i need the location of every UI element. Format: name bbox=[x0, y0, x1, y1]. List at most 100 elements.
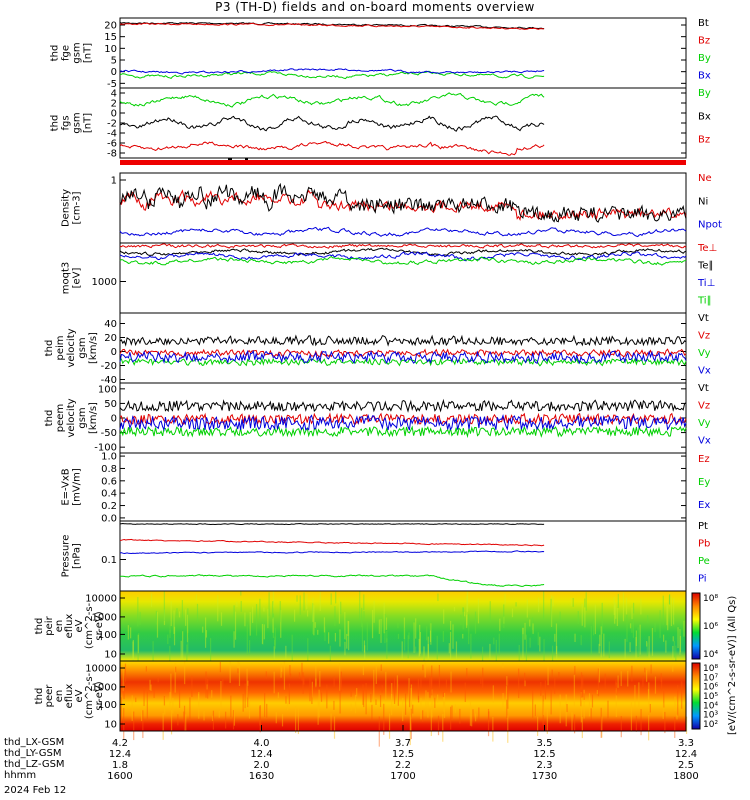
x-tick-label: 1.8 bbox=[112, 760, 128, 771]
heatmap-streak bbox=[603, 633, 605, 657]
heatmap-streak bbox=[574, 633, 576, 643]
series-line-By bbox=[119, 70, 545, 80]
heatmap-streak bbox=[584, 601, 586, 628]
heatmap-streak bbox=[635, 715, 637, 732]
heatmap-streak bbox=[551, 645, 554, 662]
y-tick-label: 0 bbox=[111, 109, 117, 120]
heatmap-streak bbox=[383, 703, 385, 735]
heatmap-streak bbox=[246, 624, 248, 655]
heatmap-streak bbox=[550, 598, 552, 626]
heatmap-streak bbox=[279, 601, 281, 623]
heatmap-streak bbox=[518, 644, 520, 665]
heatmap-streak bbox=[272, 591, 275, 608]
heatmap-streak bbox=[123, 681, 125, 700]
heatmap-streak bbox=[487, 708, 490, 737]
heatmap-streak bbox=[455, 641, 458, 671]
heatmap-streak bbox=[180, 640, 182, 669]
heatmap-streak bbox=[404, 627, 406, 651]
heatmap-streak bbox=[649, 703, 651, 713]
heatmap-streak bbox=[314, 622, 316, 628]
legend-label: By bbox=[698, 88, 711, 99]
heatmap-streak bbox=[430, 709, 432, 737]
heatmap-streak bbox=[599, 634, 601, 647]
x-tick-label: 2.5 bbox=[678, 760, 694, 771]
panel-frame bbox=[119, 17, 687, 89]
heatmap-streak bbox=[635, 637, 637, 667]
heatmap-streak bbox=[604, 673, 606, 690]
y-axis-label: sr-eV) bbox=[94, 681, 105, 710]
legend-label: Ex bbox=[698, 500, 710, 511]
heatmap-streak bbox=[570, 597, 572, 606]
heatmap-streak bbox=[173, 610, 175, 634]
heatmap-streak bbox=[668, 595, 671, 604]
heatmap-streak bbox=[644, 667, 646, 673]
heatmap-streak bbox=[132, 641, 134, 670]
heatmap-streak bbox=[511, 608, 514, 618]
x-tick-label: 2.2 bbox=[395, 760, 411, 771]
heatmap-streak bbox=[515, 602, 517, 607]
heatmap-streak bbox=[566, 704, 568, 713]
heatmap-streak bbox=[232, 710, 235, 730]
heatmap-streak bbox=[503, 604, 505, 628]
heatmap-streak bbox=[169, 692, 171, 711]
heatmap-streak bbox=[506, 676, 508, 686]
heatmap-streak bbox=[315, 664, 317, 688]
heatmap-streak bbox=[124, 663, 127, 682]
heatmap-streak bbox=[648, 714, 650, 741]
heatmap-streak bbox=[526, 599, 528, 618]
y-axis-label: velocity bbox=[66, 328, 77, 367]
heatmap-streak bbox=[142, 710, 144, 739]
heatmap-streak bbox=[132, 639, 134, 664]
y-axis-label: thd bbox=[50, 45, 61, 62]
heatmap-streak bbox=[339, 683, 341, 714]
heatmap-streak bbox=[330, 593, 332, 605]
y-axis-label: en bbox=[54, 690, 65, 703]
heatmap-streak bbox=[236, 601, 238, 608]
heatmap-streak bbox=[552, 596, 554, 607]
x-tick-label: 12.4 bbox=[675, 749, 697, 760]
heatmap-streak bbox=[317, 700, 319, 725]
heatmap-streak bbox=[275, 712, 277, 724]
heatmap-streak bbox=[420, 677, 422, 690]
y-axis-label: (cm^2-s- bbox=[84, 672, 95, 719]
heatmap-streak bbox=[397, 622, 399, 629]
y-tick-label: 15 bbox=[104, 32, 117, 43]
heatmap-streak bbox=[281, 713, 284, 727]
heatmap-streak bbox=[233, 605, 235, 622]
heatmap-streak bbox=[334, 606, 336, 627]
x-tick-label: 2.0 bbox=[254, 760, 270, 771]
legend-label: Vy bbox=[698, 348, 711, 359]
heatmap-streak bbox=[181, 600, 183, 620]
heatmap-streak bbox=[460, 614, 462, 626]
y-axis-label: en bbox=[54, 620, 65, 633]
heatmap-streak bbox=[380, 664, 382, 671]
heatmap-streak bbox=[152, 641, 154, 662]
heatmap-fill bbox=[120, 591, 686, 661]
legend-label: Pe bbox=[698, 556, 710, 567]
heatmap-streak bbox=[629, 642, 631, 652]
heatmap-streak bbox=[393, 677, 396, 704]
heatmap-streak bbox=[534, 704, 536, 717]
heatmap-streak bbox=[679, 629, 681, 655]
heatmap-streak bbox=[630, 702, 633, 732]
heatmap-streak bbox=[550, 595, 553, 627]
heatmap-streak bbox=[554, 677, 556, 694]
legend-label: Te⊥ bbox=[697, 243, 717, 254]
heatmap-streak bbox=[240, 591, 242, 596]
y-tick-label: 1000 bbox=[92, 277, 117, 288]
heatmap-streak bbox=[417, 695, 420, 703]
x-tick-label: 3.3 bbox=[678, 738, 694, 749]
y-axis-label: (cm^2-s- bbox=[84, 602, 95, 649]
heatmap-streak bbox=[233, 709, 236, 726]
heatmap-streak bbox=[346, 633, 348, 649]
series-line-Vy bbox=[119, 357, 687, 367]
heatmap-streak bbox=[356, 688, 358, 697]
heatmap-streak bbox=[408, 678, 410, 703]
heatmap-streak bbox=[637, 627, 639, 657]
heatmap-streak bbox=[183, 705, 186, 732]
heatmap-streak bbox=[427, 644, 429, 667]
heatmap-streak bbox=[675, 645, 677, 671]
heatmap-streak bbox=[555, 623, 558, 654]
heatmap-streak bbox=[543, 639, 545, 668]
legend-label: Bz bbox=[698, 36, 710, 47]
